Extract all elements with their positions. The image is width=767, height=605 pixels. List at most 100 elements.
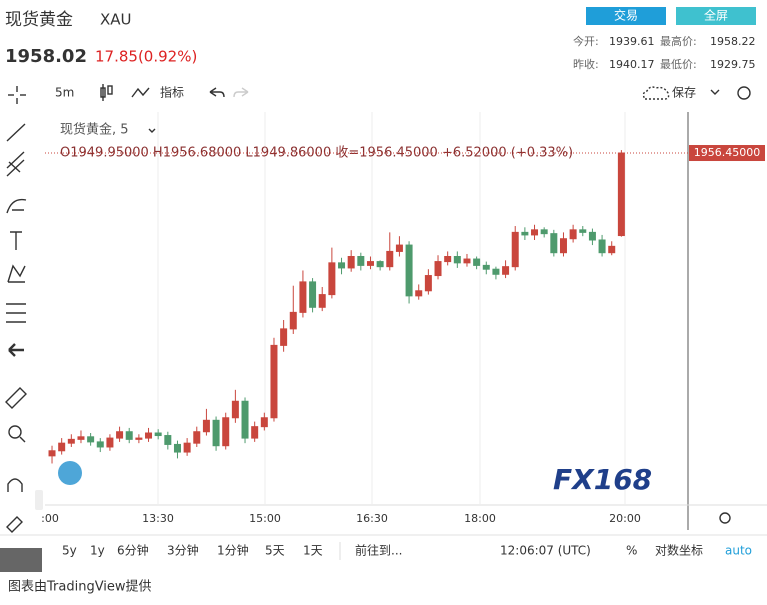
chart-legend-title: 现货黄金, 5 [60,122,129,138]
candle-body [588,231,596,241]
candle-body [540,229,548,235]
candle-body [511,231,519,268]
candle-body [608,245,616,254]
candle-body [135,437,143,440]
candle-body [482,264,490,270]
candle-body [617,152,625,237]
candle-body [251,426,259,439]
clock: 12:06:07 (UTC) [500,544,591,558]
candle-body [231,400,239,419]
candle-body [280,328,288,346]
candle-body [395,244,403,252]
trade-button[interactable] [586,7,666,25]
candle-body [357,256,365,266]
candle-body [241,400,249,439]
candle-body [202,419,210,433]
candle-body [502,266,510,275]
change: 17.85(0.92%) [95,48,197,66]
candle-body [434,261,442,277]
range-button[interactable]: 6分钟 [117,543,149,558]
candle-body [193,431,201,444]
range-button[interactable]: 5天 [265,544,285,558]
candle-body [318,294,326,308]
candle-body [328,262,336,296]
candle-body [77,436,85,440]
goto[interactable]: 前往到... [355,543,402,558]
undo-icon[interactable] [209,87,225,98]
candle-body [87,436,95,443]
candle-body [550,233,558,254]
range-button[interactable]: 5y [62,544,77,558]
ohlc-legend: O1949.95000 H1956.68000 L1949.86000 收=19… [60,146,573,161]
candle-body [164,435,172,445]
candle-body [405,244,413,297]
candle-body [260,417,268,428]
left-toolbar[interactable] [5,123,27,533]
candle-body [376,261,384,268]
x-tick-label: 13:30 [142,512,174,525]
candle-body [473,258,481,266]
candle-body [521,231,529,236]
candle-body [559,238,567,254]
range-button[interactable]: 1y [90,544,105,558]
candle-body [579,229,587,233]
stat-value: 1929.75 [710,58,756,71]
candle-body [116,431,124,439]
save[interactable]: 保存 [672,86,696,100]
range-button[interactable]: 1天 [303,544,323,558]
x-tick-label: 20:00 [609,512,641,525]
redo-icon [233,87,249,98]
fullscreen-button[interactable] [676,7,756,25]
log-toggle[interactable]: 对数坐标 [655,543,703,558]
indicators[interactable]: 指标 [160,85,184,100]
candle-body [212,419,220,447]
candle-body [48,450,56,457]
interval[interactable]: 5m [55,86,74,100]
candle-body [173,443,181,453]
candle-body [309,281,317,308]
last-price-box [689,145,765,162]
tooltip-box [0,548,42,572]
x-tick-label: 16:30 [356,512,388,525]
stat-label: 今开: [573,34,599,48]
legend-dropdown[interactable] [148,128,156,133]
candle-body [338,262,346,269]
collapse-tab[interactable] [35,490,43,510]
candle-body [67,438,75,444]
candle-body [444,256,452,263]
x-tick-label: 15:00 [249,512,281,525]
settings-icon[interactable] [737,86,751,100]
dropdown-icon[interactable] [710,89,720,95]
cloud-icon[interactable] [642,86,670,100]
candle-body [106,437,114,448]
x-tick-label: :00 [41,512,59,525]
percent-toggle[interactable]: % [626,544,637,558]
candle-body [145,432,153,439]
stat-value: 1940.17 [609,58,655,71]
candle-body [415,290,423,297]
candle-icon[interactable] [100,84,113,101]
fullscreen-label[interactable]: 全屏 [704,8,728,23]
stat-label: 最高价: [660,34,697,48]
axis-settings-icon[interactable] [719,512,731,524]
candle-body [366,261,374,266]
auto-toggle[interactable]: auto [725,544,752,558]
candle-body [270,344,278,419]
candle-body [463,258,471,264]
indicator-icon[interactable] [131,87,150,98]
candle-body [531,229,539,236]
trade-label[interactable]: 交易 [614,8,638,23]
candle-body [125,431,133,440]
candle-body [598,239,606,254]
candle-body [347,256,355,269]
candle-body [453,256,461,264]
symbol: XAU [100,11,132,29]
x-tick-label: 18:00 [464,512,496,525]
crosshair-icon[interactable] [8,86,26,104]
candle-body [58,442,66,452]
price: 1958.02 [5,46,87,67]
candle-body [299,281,307,313]
range-button[interactable]: 1分钟 [217,543,249,558]
range-button[interactable]: 3分钟 [167,543,199,558]
